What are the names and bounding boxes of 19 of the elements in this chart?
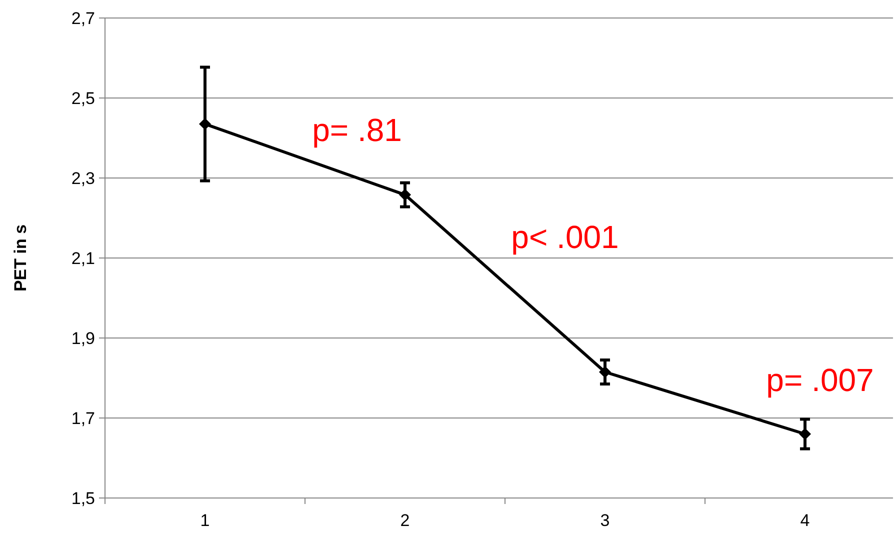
annotation: p< .001 [511,219,619,256]
y-tick-label: 2,5 [71,88,95,108]
x-tick-label: 4 [800,511,810,530]
y-tick-label: 2,1 [71,248,95,268]
annotation: p= .007 [766,362,874,398]
y-tick-label: 1,9 [71,328,95,348]
x-tick-label: 2 [400,511,410,530]
point [799,428,811,440]
point [399,188,411,201]
annotation: p= .81 [312,112,402,148]
x-tick-label: 3 [600,511,610,530]
point [199,118,211,130]
y-tick-label: 1,5 [71,488,95,508]
y-tick-label: 1,7 [71,408,95,428]
point [599,366,611,378]
y-tick-label: 2,7 [71,8,95,28]
x-tick-label: 1 [200,511,210,530]
y-axis-title: PET in s [11,224,30,292]
y-tick-label: 2,3 [71,168,95,188]
